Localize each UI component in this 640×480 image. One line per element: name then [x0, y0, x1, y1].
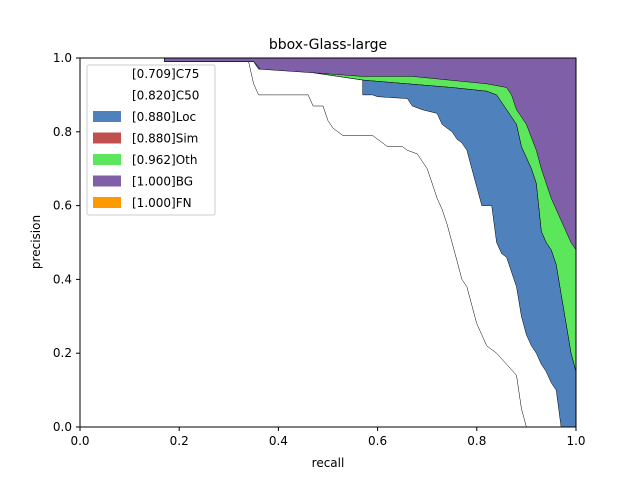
legend-entry: [0.709]C75	[132, 67, 199, 81]
x-tick-label: 0.0	[70, 434, 89, 448]
legend-entry: [0.962]Oth	[132, 153, 197, 167]
y-tick-label: 0.8	[53, 125, 72, 139]
x-tick-label: 0.4	[269, 434, 288, 448]
x-axis: 0.0 0.2 0.4 0.6 0.8 1.0	[70, 427, 586, 448]
x-tick-label: 0.8	[467, 434, 486, 448]
legend-swatch	[93, 111, 121, 122]
legend-entry: [1.000]FN	[132, 196, 192, 210]
x-tick-label: 0.2	[170, 434, 189, 448]
y-tick-label: 1.0	[53, 51, 72, 65]
y-tick-label: 0.0	[53, 420, 72, 434]
x-tick-label: 1.0	[566, 434, 585, 448]
legend-entry: [0.820]C50	[132, 89, 199, 103]
y-tick-label: 0.2	[53, 346, 72, 360]
y-tick-label: 0.6	[53, 199, 72, 213]
legend-entry: [0.880]Loc	[132, 110, 196, 124]
y-axis: 0.0 0.2 0.4 0.6 0.8 1.0	[53, 51, 80, 434]
y-axis-label: precision	[29, 215, 43, 269]
legend-entry: [0.880]Sim	[132, 132, 198, 146]
legend: [0.709]C75 [0.820]C50 [0.880]Loc [0.880]Sim…	[86, 64, 216, 216]
chart-title: bbox-Glass-large	[269, 37, 387, 53]
legend-swatch	[93, 175, 121, 187]
plot-frame	[79, 57, 577, 428]
legend-swatch	[93, 197, 121, 208]
series-layer	[79, 57, 577, 428]
x-axis-label: recall	[312, 456, 345, 470]
legend-swatch	[93, 132, 121, 144]
legend-swatch	[93, 154, 121, 165]
y-tick-label: 0.4	[53, 272, 72, 286]
x-tick-label: 0.6	[368, 434, 387, 448]
legend-entry: [1.000]BG	[132, 175, 193, 189]
